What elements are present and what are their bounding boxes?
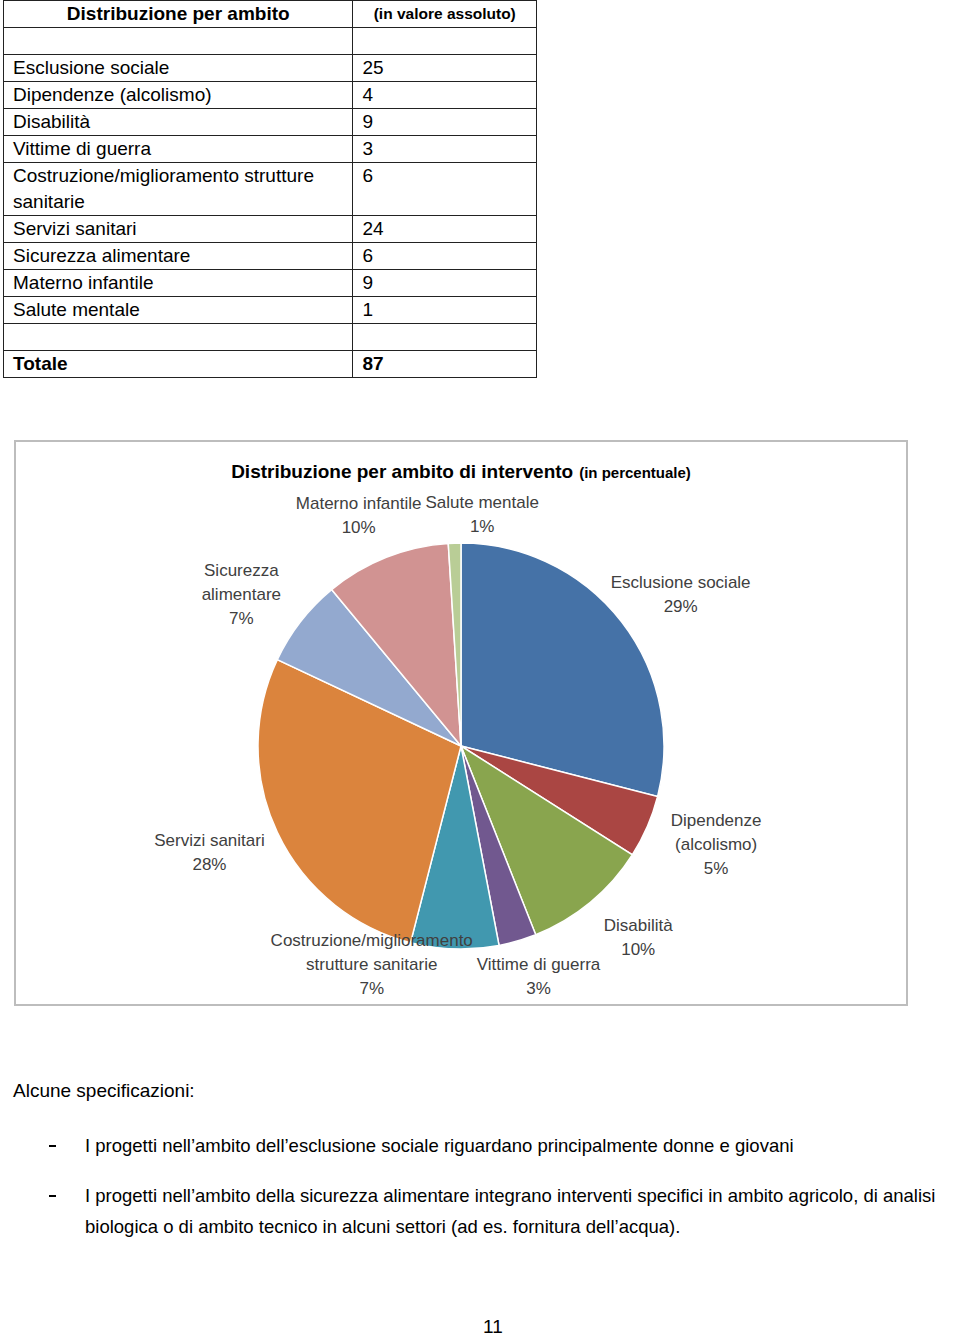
table-row: Vittime di guerra3: [4, 136, 537, 163]
label-line: Sicurezza: [204, 561, 279, 580]
value-label: 10%: [342, 518, 376, 537]
label-line: Esclusione sociale: [611, 573, 751, 592]
table-row: Sicurezza alimentare6: [4, 243, 537, 270]
label-line: Vittime di guerra: [477, 955, 601, 974]
value-label: 3%: [526, 979, 551, 998]
value-label: 5%: [704, 859, 729, 878]
slice-label: Sicurezza alimentare 7%: [202, 561, 281, 628]
data-labels: Esclusione sociale 29% Dipendenze (alcolism…: [154, 493, 761, 998]
pie-slice: [448, 543, 461, 746]
label-line: Disabilità: [604, 916, 674, 935]
slice-label: Vittime di guerra 3%: [477, 955, 601, 998]
slice-label: Materno infantile 10%: [296, 494, 422, 537]
slice-label: Costruzione/miglioramento strutture sanit…: [271, 931, 473, 998]
value-label: 10%: [621, 940, 655, 959]
table-row: Salute mentale1: [4, 297, 537, 324]
note-text: I progetti nell’ambito della sicurezza a…: [85, 1185, 935, 1237]
notes-heading: Alcune specificazioni:: [13, 1080, 195, 1102]
table-cell: Servizi sanitari: [4, 216, 353, 243]
table-cell: Salute mentale: [4, 297, 353, 324]
table-cell: Costruzione/miglioramento strutture sani…: [4, 163, 353, 216]
table-cell: 9: [353, 270, 537, 297]
category-label: Esclusione sociale: [611, 573, 751, 592]
label-line: alimentare: [202, 585, 281, 604]
chart-title: Distribuzione per ambito di intervento: [231, 461, 573, 482]
slice-label: Salute mentale 1%: [426, 493, 539, 536]
label-line: Costruzione/miglioramento: [271, 931, 473, 950]
table-cell: [353, 324, 537, 351]
category-label: Vittime di guerra: [477, 955, 601, 974]
table-cell: 6: [353, 163, 537, 216]
bullet-dash: [49, 1195, 56, 1197]
table-row: Dipendenze (alcolismo)4: [4, 82, 537, 109]
table-cell: Sicurezza alimentare: [4, 243, 353, 270]
table-cell: Vittime di guerra: [4, 136, 353, 163]
table-cell: 87: [353, 351, 537, 378]
table-row: Distribuzione per ambito(in valore assol…: [4, 1, 537, 28]
pie-slice: [332, 543, 461, 746]
table-cell: 9: [353, 109, 537, 136]
pie-chart: Distribuzione per ambito di intervento (i…: [16, 442, 906, 1004]
table-row: [4, 324, 537, 351]
value-label: 28%: [192, 855, 226, 874]
category-label: Disabilità: [604, 916, 674, 935]
value-label: 7%: [229, 609, 254, 628]
table-cell: (in valore assoluto): [353, 1, 537, 28]
table-cell: Disabilità: [4, 109, 353, 136]
slice-label: Esclusione sociale 29%: [611, 573, 751, 616]
label-line: Materno infantile: [296, 494, 422, 513]
table-cell: 24: [353, 216, 537, 243]
table-cell: [4, 28, 353, 55]
slice-label: Servizi sanitari 28%: [154, 831, 265, 874]
label-line: (alcolismo): [675, 835, 757, 854]
note-text: I progetti nell’ambito dell’esclusione s…: [85, 1135, 794, 1156]
category-label: Servizi sanitari: [154, 831, 265, 850]
chart-subtitle: (in percentuale): [579, 464, 691, 481]
table-row: [4, 28, 537, 55]
table-cell: Esclusione sociale: [4, 55, 353, 82]
category-label: Materno infantile: [296, 494, 422, 513]
table-cell: Materno infantile: [4, 270, 353, 297]
table-cell: 25: [353, 55, 537, 82]
table-cell: 1: [353, 297, 537, 324]
value-label: 1%: [470, 517, 495, 536]
label-line: Salute mentale: [426, 493, 539, 512]
table-row: Servizi sanitari24: [4, 216, 537, 243]
table-cell: [353, 28, 537, 55]
page: {"table": {"title": "Distribuzione per a…: [0, 0, 960, 1335]
table-cell: Dipendenze (alcolismo): [4, 82, 353, 109]
note-item: I progetti nell’ambito dell’esclusione s…: [13, 1130, 958, 1161]
category-label: Sicurezza alimentare: [202, 561, 281, 604]
table-row: Costruzione/miglioramento strutture sani…: [4, 163, 537, 216]
table-cell: 3: [353, 136, 537, 163]
value-label: 29%: [664, 597, 698, 616]
value-label: 7%: [359, 979, 384, 998]
page-number: 11: [483, 1316, 503, 1335]
bullet-dash: [49, 1145, 56, 1147]
chart-frame: Distribuzione per ambito di intervento (i…: [14, 440, 908, 1006]
category-label: Dipendenze (alcolismo): [671, 811, 762, 854]
table-cell: Totale: [4, 351, 353, 378]
slices: [258, 543, 664, 949]
note-item: I progetti nell’ambito della sicurezza a…: [13, 1180, 958, 1242]
label-line: strutture sanitarie: [306, 955, 437, 974]
chart-title-line: Distribuzione per ambito di intervento (i…: [231, 461, 691, 482]
table-cell: 6: [353, 243, 537, 270]
table-row: Disabilità9: [4, 109, 537, 136]
table-cell: 4: [353, 82, 537, 109]
table-row: Totale87: [4, 351, 537, 378]
table-cell: Distribuzione per ambito: [4, 1, 353, 28]
category-label: Salute mentale: [426, 493, 539, 512]
notes-list: I progetti nell’ambito dell’esclusione s…: [13, 1130, 958, 1261]
label-line: Dipendenze: [671, 811, 762, 830]
data-table: Distribuzione per ambito(in valore assol…: [3, 0, 537, 378]
table-row: Esclusione sociale25: [4, 55, 537, 82]
table-cell: [4, 324, 353, 351]
slice-label: Dipendenze (alcolismo) 5%: [671, 811, 762, 878]
slice-label: Disabilità 10%: [604, 916, 674, 959]
category-label: Costruzione/miglioramento strutture sanit…: [271, 931, 473, 974]
table-row: Materno infantile9: [4, 270, 537, 297]
label-line: Servizi sanitari: [154, 831, 265, 850]
